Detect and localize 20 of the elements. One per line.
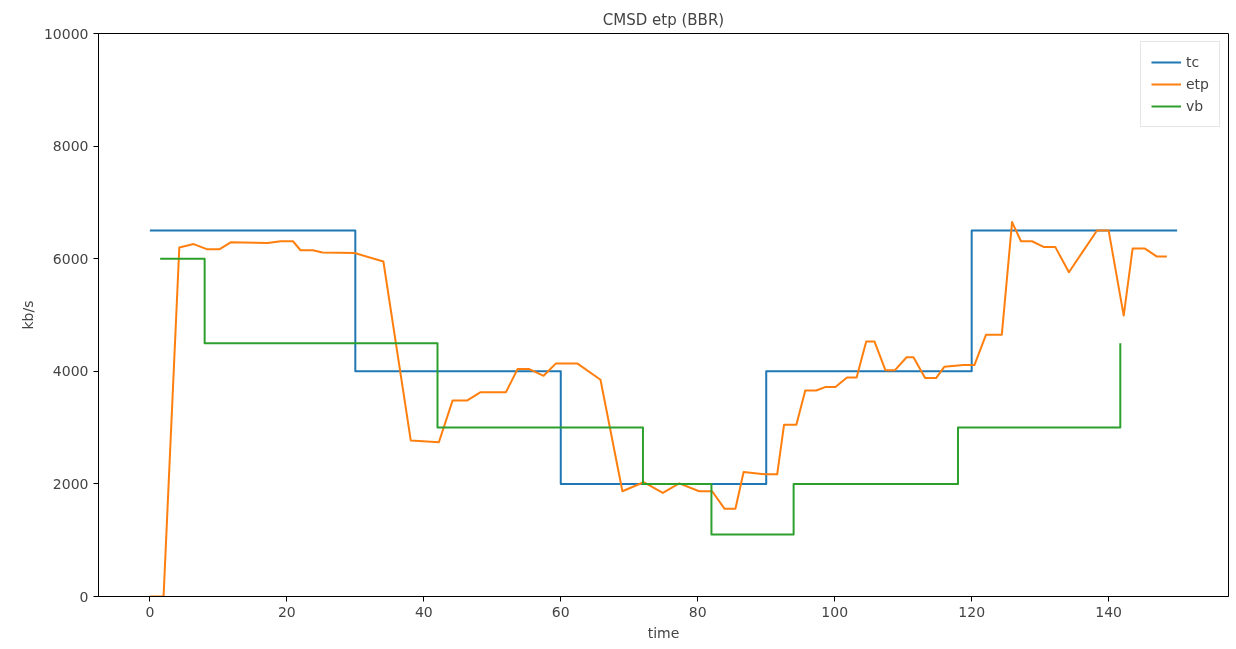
x-tick-label: 100 bbox=[821, 603, 849, 620]
x-tick-label: 60 bbox=[551, 603, 570, 620]
chart-title: CMSD etp (BBR) bbox=[602, 10, 725, 29]
legend-label: vb bbox=[1186, 98, 1205, 114]
x-tick-label: 0 bbox=[145, 603, 155, 620]
y-tick-label: 4000 bbox=[52, 363, 89, 380]
legend-label: tc bbox=[1186, 54, 1201, 70]
y-tick-label: 10000 bbox=[43, 25, 89, 42]
x-tick-label: 120 bbox=[958, 603, 986, 620]
x-axis-title: time bbox=[647, 624, 680, 641]
x-tick-label: 40 bbox=[414, 603, 433, 620]
y-tick-label: 8000 bbox=[52, 138, 89, 155]
y-tick-label: 6000 bbox=[52, 250, 89, 267]
y-tick-label: 0 bbox=[79, 588, 89, 605]
y-tick-label: 2000 bbox=[52, 475, 89, 492]
y-axis-title: kb/s bbox=[19, 300, 36, 330]
x-tick-label: 20 bbox=[277, 603, 296, 620]
legend-label: etp bbox=[1186, 76, 1209, 92]
x-tick-label: 140 bbox=[1095, 603, 1123, 620]
x-tick-label: 80 bbox=[688, 603, 707, 620]
